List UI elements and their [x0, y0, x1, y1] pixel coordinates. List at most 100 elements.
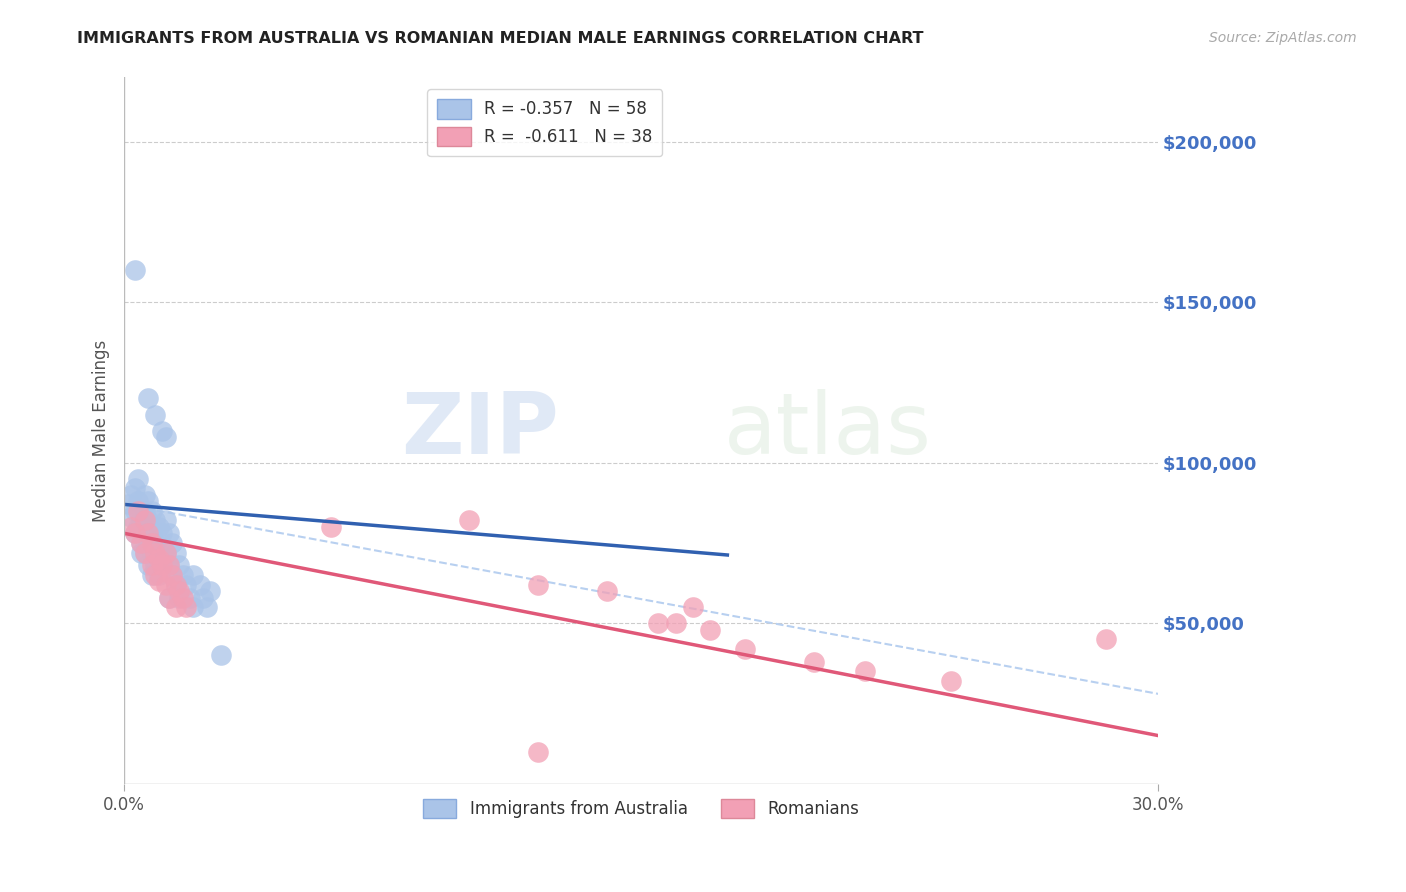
- Point: [181, 568, 204, 582]
- Point: [179, 591, 201, 605]
- Point: [188, 577, 211, 591]
- Point: [141, 504, 163, 518]
- Point: [165, 545, 187, 559]
- Point: [134, 488, 156, 502]
- Point: [665, 616, 688, 631]
- Point: [138, 558, 160, 573]
- Point: [155, 577, 177, 591]
- Text: Source: ZipAtlas.com: Source: ZipAtlas.com: [1209, 31, 1357, 45]
- Point: [134, 545, 156, 559]
- Point: [124, 504, 146, 518]
- Point: [141, 545, 163, 559]
- Point: [181, 600, 204, 615]
- Point: [162, 568, 184, 582]
- Point: [941, 673, 963, 688]
- Point: [155, 545, 177, 559]
- Point: [134, 504, 156, 518]
- Point: [162, 568, 184, 582]
- Point: [134, 513, 156, 527]
- Point: [682, 600, 704, 615]
- Point: [319, 520, 342, 534]
- Point: [162, 536, 184, 550]
- Point: [120, 520, 142, 534]
- Point: [127, 520, 149, 534]
- Point: [165, 577, 187, 591]
- Point: [150, 424, 173, 438]
- Point: [1095, 632, 1118, 647]
- Point: [155, 430, 177, 444]
- Point: [200, 584, 222, 599]
- Point: [148, 545, 170, 559]
- Point: [527, 577, 550, 591]
- Point: [124, 526, 146, 541]
- Point: [127, 494, 149, 508]
- Point: [148, 552, 170, 566]
- Point: [117, 498, 139, 512]
- Legend: Immigrants from Australia, Romanians: Immigrants from Australia, Romanians: [416, 792, 866, 825]
- Point: [148, 568, 170, 582]
- Point: [155, 545, 177, 559]
- Point: [127, 504, 149, 518]
- Point: [138, 392, 160, 406]
- Point: [124, 263, 146, 277]
- Point: [150, 526, 173, 541]
- Point: [155, 513, 177, 527]
- Point: [141, 536, 163, 550]
- Point: [143, 513, 166, 527]
- Text: IMMIGRANTS FROM AUSTRALIA VS ROMANIAN MEDIAN MALE EARNINGS CORRELATION CHART: IMMIGRANTS FROM AUSTRALIA VS ROMANIAN ME…: [77, 31, 924, 46]
- Point: [647, 616, 669, 631]
- Point: [124, 482, 146, 496]
- Point: [172, 591, 194, 605]
- Point: [124, 526, 146, 541]
- Point: [131, 536, 153, 550]
- Point: [193, 591, 215, 605]
- Point: [699, 623, 721, 637]
- Point: [734, 641, 756, 656]
- Point: [148, 574, 170, 589]
- Point: [143, 568, 166, 582]
- Point: [209, 648, 232, 663]
- Point: [120, 488, 142, 502]
- Point: [148, 520, 170, 534]
- Point: [157, 591, 180, 605]
- Point: [138, 526, 160, 541]
- Point: [195, 600, 218, 615]
- Point: [157, 526, 180, 541]
- Point: [596, 584, 619, 599]
- Point: [127, 472, 149, 486]
- Y-axis label: Median Male Earnings: Median Male Earnings: [93, 340, 110, 522]
- Point: [143, 408, 166, 422]
- Point: [141, 558, 163, 573]
- Point: [138, 536, 160, 550]
- Point: [131, 536, 153, 550]
- Point: [169, 584, 191, 599]
- Text: ZIP: ZIP: [401, 389, 558, 472]
- Point: [457, 513, 479, 527]
- Point: [174, 600, 197, 615]
- Text: atlas: atlas: [724, 389, 932, 472]
- Point: [143, 536, 166, 550]
- Point: [143, 558, 166, 573]
- Point: [803, 655, 825, 669]
- Point: [134, 526, 156, 541]
- Point: [141, 526, 163, 541]
- Point: [165, 600, 187, 615]
- Point: [165, 577, 187, 591]
- Point: [138, 494, 160, 508]
- Point: [131, 545, 153, 559]
- Point: [174, 577, 197, 591]
- Point: [157, 558, 180, 573]
- Point: [150, 558, 173, 573]
- Point: [131, 513, 153, 527]
- Point: [169, 558, 191, 573]
- Point: [853, 665, 876, 679]
- Point: [157, 558, 180, 573]
- Point: [169, 591, 191, 605]
- Point: [157, 591, 180, 605]
- Point: [172, 568, 194, 582]
- Point: [141, 568, 163, 582]
- Point: [527, 745, 550, 759]
- Point: [138, 513, 160, 527]
- Point: [143, 545, 166, 559]
- Point: [150, 558, 173, 573]
